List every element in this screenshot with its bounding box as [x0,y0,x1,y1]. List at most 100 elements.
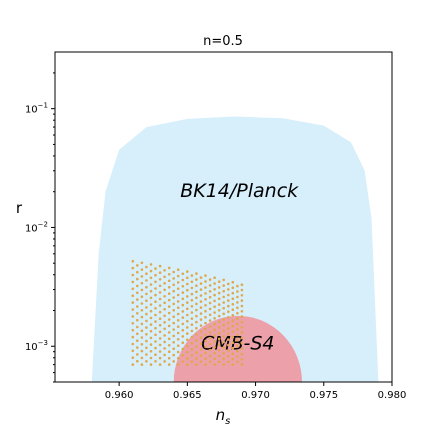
scatter-point [240,347,244,350]
scatter-point [154,293,157,297]
scatter-point [186,313,189,317]
scatter-point [176,319,180,322]
scatter-point [195,333,198,336]
scatter-point [236,290,239,293]
scatter-point [140,356,144,360]
scatter-point [227,299,230,302]
scatter-point [172,296,175,299]
scatter-point [213,282,216,285]
scatter-point [204,286,207,289]
scatter-point [222,289,225,293]
scatter-point [181,360,185,363]
scatter-point [213,311,216,314]
scatter-point [149,363,153,366]
scatter-point [240,352,244,356]
scatter-point [172,347,175,351]
scatter-point [136,277,139,281]
scatter-point [176,350,180,354]
scatter-point [195,326,198,330]
scatter-point [217,280,221,284]
y-axis-label: r [16,199,23,217]
scatter-point [131,259,135,263]
scatter-point [176,306,180,310]
scatter-point [213,293,216,297]
scatter-point [208,342,212,346]
scatter-point [176,325,180,329]
scatter-point [190,329,194,333]
scatter-point [199,330,203,333]
scatter-point [240,363,244,366]
scatter-point [240,288,244,292]
scatter-point [240,315,244,318]
scatter-point [186,338,189,342]
scatter-point [190,280,194,284]
scatter-point [236,333,239,337]
scatter-point [222,306,225,310]
scatter-point [186,282,189,286]
scatter-point [227,355,230,358]
scatter-point [163,347,166,350]
scatter-point [204,315,207,319]
scatter-point [167,356,171,360]
scatter-point [236,344,239,348]
scatter-point [240,342,244,345]
scatter-point [195,357,198,360]
scatter-point [158,297,162,301]
scatter-point [213,276,216,280]
x-tick-label: 0.980 [378,390,407,401]
scatter-point [222,335,225,338]
scatter-point [140,315,144,319]
scatter-point [158,264,162,268]
scatter-point [213,299,216,303]
scatter-point [190,348,194,351]
scatter-point [154,353,157,357]
scatter-point [149,350,153,353]
scatter-point [140,281,144,285]
scatter-point [236,355,239,358]
scatter-point [204,292,207,295]
scatter-point [240,304,244,308]
scatter-point [131,363,135,366]
scatter-point [199,342,203,345]
scatter-point [149,309,153,313]
scatter-point [199,306,203,309]
scatter-point [167,298,171,302]
scatter-point [172,360,175,363]
scatter-point [163,275,166,279]
scatter-point [236,317,239,320]
scatter-point [154,300,157,304]
scatter-point [154,333,157,337]
scatter-point [213,334,216,338]
y-tick-label: 10−2 [25,220,48,234]
scatter-point [195,272,198,275]
scatter-point [172,302,175,306]
scatter-point [154,273,157,277]
scatter-point [190,360,194,363]
scatter-point [172,277,175,280]
scatter-point [231,352,235,356]
scatter-point [190,341,194,345]
scatter-point [236,339,239,342]
scatter-point [186,319,189,323]
scatter-point [204,274,207,277]
scatter-point [222,329,225,333]
scatter-point [149,303,153,306]
scatter-point [213,305,216,309]
scatter-point [163,288,166,292]
scatter-point [186,270,189,273]
scatter-point [131,335,135,339]
scatter-point [217,286,221,289]
scatter-point [154,340,157,343]
scatter-point [186,363,189,366]
scatter-point [240,358,244,361]
scatter-point [231,291,235,295]
scatter-point [131,273,135,277]
scatter-point [176,281,180,284]
scatter-point [163,360,166,363]
scatter-point [195,339,198,342]
scatter-point [176,344,180,348]
scatter-point [204,304,207,307]
scatter-point [222,346,225,350]
scatter-point [231,280,235,284]
scatter-point [236,349,239,353]
